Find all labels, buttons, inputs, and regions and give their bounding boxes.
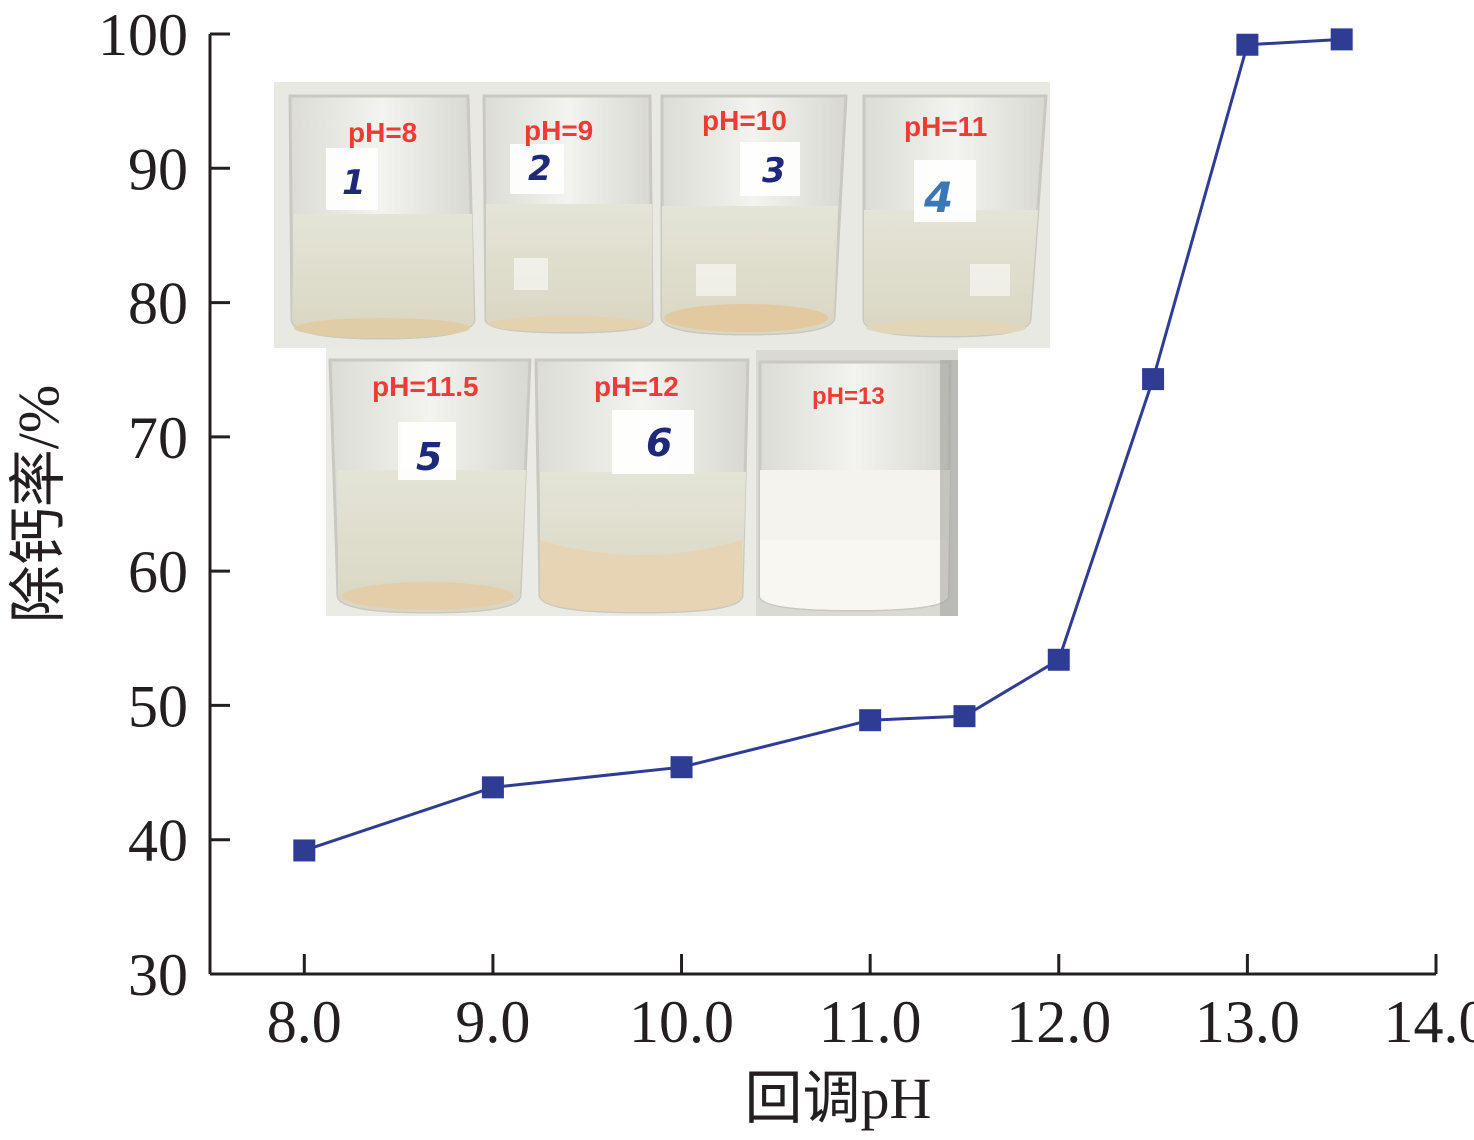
- beaker-4: pH=11 4: [862, 94, 1048, 338]
- beaker-label-ph8: pH=8: [348, 117, 417, 148]
- data-point-marker: [1236, 33, 1259, 56]
- y-axis-title: 除钙率/%: [6, 385, 71, 623]
- y-tick-label: 100: [98, 2, 188, 68]
- data-point-marker: [481, 776, 504, 799]
- data-point-marker: [670, 756, 693, 779]
- beaker-number-4: 4: [923, 173, 953, 222]
- beaker-2: pH=9 2: [482, 94, 654, 334]
- y-tick-label: 30: [128, 942, 188, 1008]
- beaker-7: pH=13: [756, 350, 958, 616]
- beaker-number-3: 3: [762, 151, 786, 191]
- beaker-1: pH=8 1: [288, 94, 476, 340]
- y-tick-label: 60: [128, 539, 188, 605]
- x-tick-label: 9.0: [455, 989, 530, 1055]
- beaker-photo: pH=8 1 pH=9 2 pH=10 3 pH=1: [274, 82, 1050, 616]
- y-tick-label: 70: [128, 405, 188, 471]
- beaker-label-ph13: pH=13: [812, 383, 885, 410]
- x-tick-label: 12.0: [1006, 989, 1111, 1055]
- beaker-number-2: 2: [528, 149, 552, 189]
- beaker-6: pH=12 6: [534, 358, 750, 614]
- data-point-marker: [953, 705, 976, 728]
- beaker-label-ph11: pH=11: [904, 111, 987, 142]
- beaker-label-ph9: pH=9: [524, 115, 593, 146]
- beaker-number-1: 1: [342, 163, 366, 203]
- beaker-number-5: 5: [416, 435, 442, 479]
- x-tick-label: 13.0: [1195, 989, 1300, 1055]
- data-point-marker: [859, 709, 882, 732]
- beaker-label-ph11-5: pH=11.5: [372, 371, 479, 402]
- beaker-3: pH=10 3: [660, 94, 848, 336]
- y-tick-label: 50: [128, 673, 188, 739]
- data-point-marker: [1047, 648, 1070, 671]
- x-tick-label: 8.0: [267, 989, 342, 1055]
- y-tick-label: 90: [128, 136, 188, 202]
- beaker-5: pH=11.5 5: [328, 358, 532, 614]
- axes: 30 40 50 60 70 80 90 100 8.0 9.0 10.0 11.0 12.0 13.0 1…: [98, 2, 1474, 1055]
- beaker-number-6: 6: [646, 421, 672, 465]
- x-tick-label: 10.0: [629, 989, 734, 1055]
- beaker-label-ph10: pH=10: [702, 105, 787, 136]
- x-tick-label: 14.0: [1384, 989, 1474, 1055]
- y-tick-label: 80: [128, 271, 188, 337]
- data-point-marker: [1142, 368, 1165, 391]
- data-layer: [293, 28, 1353, 862]
- data-point-marker: [293, 839, 316, 862]
- beaker-label-ph12: pH=12: [594, 371, 679, 402]
- x-axis-title: 回调pH: [745, 1066, 932, 1131]
- x-tick-label: 11.0: [819, 989, 922, 1055]
- data-point-marker: [1330, 28, 1353, 51]
- y-tick-label: 40: [128, 808, 188, 874]
